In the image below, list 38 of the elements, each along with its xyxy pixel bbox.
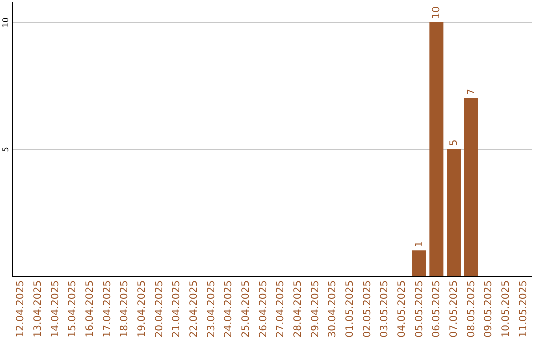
x-tick-label: 05.05.2025	[414, 280, 426, 338]
x-tick-label: 17.04.2025	[102, 280, 114, 338]
x-tick-label: 14.04.2025	[50, 280, 62, 338]
x-tick-label: 07.05.2025	[449, 280, 460, 338]
x-tick-label: 18.04.2025	[120, 280, 131, 338]
x-tick-label: 06.05.2025	[432, 280, 443, 338]
x-tick-label: 20.04.2025	[154, 280, 166, 338]
x-tick-label: 23.04.2025	[206, 280, 218, 338]
data-label: 1	[414, 241, 426, 248]
x-tick-label: 10.05.2025	[501, 280, 512, 338]
bar	[412, 250, 426, 276]
x-tick-label: 12.04.2025	[16, 280, 27, 338]
x-tick-label: 13.04.2025	[33, 280, 44, 338]
x-tick-label: 01.05.2025	[345, 280, 356, 338]
x-tick-label: 02.05.2025	[362, 280, 374, 338]
x-tick-label: 15.04.2025	[68, 280, 79, 338]
bar	[464, 98, 478, 276]
x-tick-label: 08.05.2025	[466, 280, 478, 338]
x-tick-label: 22.04.2025	[189, 280, 200, 338]
x-tick-label: 09.05.2025	[484, 280, 495, 338]
x-tick-label: 11.05.2025	[518, 280, 530, 338]
x-tick-label: 16.04.2025	[85, 280, 96, 338]
x-tick-label: 25.04.2025	[241, 280, 252, 338]
x-tick-label: 24.04.2025	[224, 280, 235, 338]
data-label: 7	[466, 89, 478, 96]
x-tick-label: 21.04.2025	[172, 280, 183, 338]
data-label: 5	[449, 140, 460, 146]
x-tick-label: 27.04.2025	[276, 280, 287, 338]
x-tick-label: 30.04.2025	[328, 280, 339, 338]
bar	[447, 149, 461, 276]
x-tick-label: 28.04.2025	[293, 280, 304, 338]
x-tick-label: 03.05.2025	[380, 280, 391, 338]
x-tick-label: 19.04.2025	[137, 280, 148, 338]
x-tick-label: 29.04.2025	[310, 280, 322, 338]
data-label: 10	[432, 6, 443, 20]
x-tick-label: 04.05.2025	[397, 280, 408, 338]
bar	[430, 22, 444, 276]
x-tick-label: 26.04.2025	[258, 280, 270, 338]
